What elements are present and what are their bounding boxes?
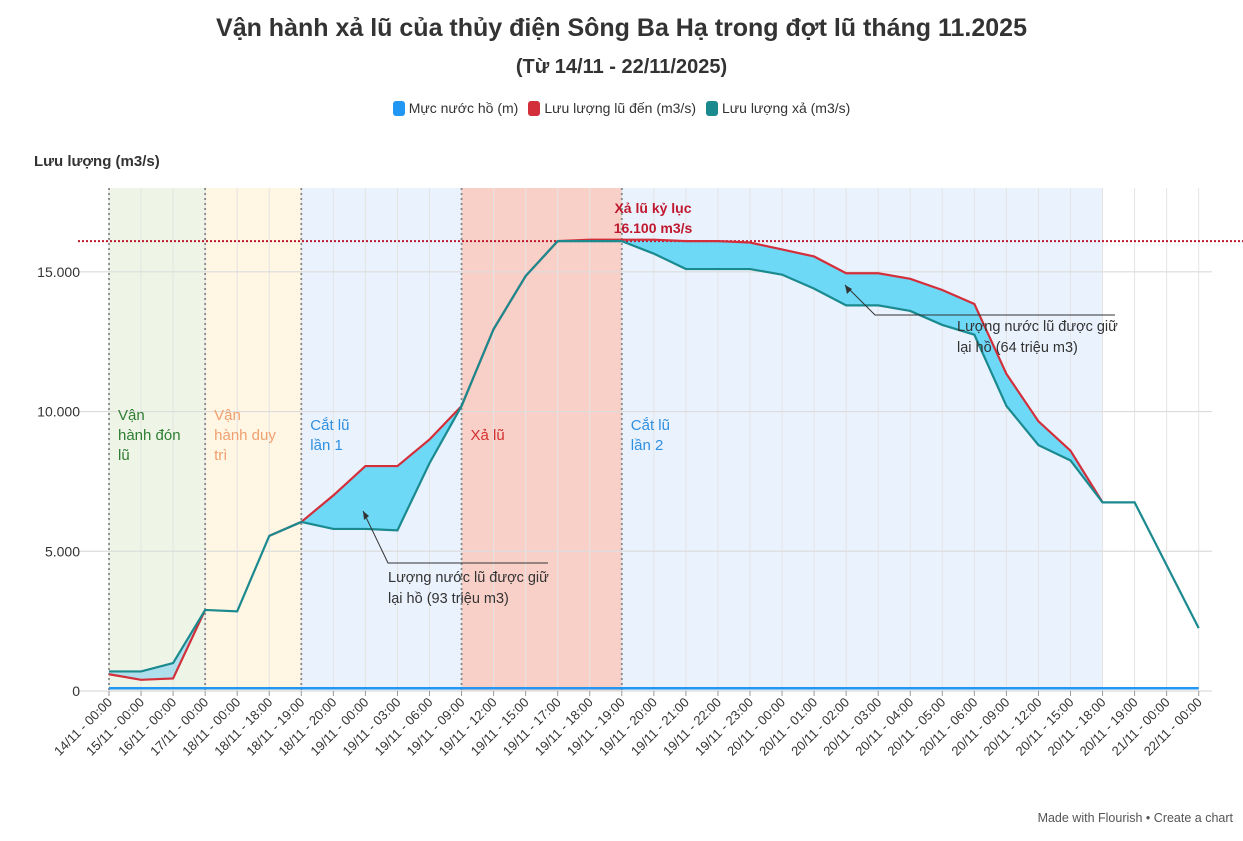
y-tick-label: 5.000 — [45, 543, 80, 559]
band-label-4: Xả lũ — [471, 427, 505, 444]
annotation-1-arrowhead — [363, 511, 369, 520]
band-label-5: Cắt lũ lần 2 — [631, 417, 670, 454]
retained-area-0 — [109, 609, 206, 680]
annotation-1-line1: Lượng nước lũ được giữ — [388, 570, 549, 586]
annotation-1-line2: lại hồ (93 triệu m3) — [388, 591, 509, 607]
y-tick-label: 15.000 — [37, 264, 80, 280]
legend-label-discharge: Lưu lượng xả (m3/s) — [721, 100, 851, 116]
annotation-2-line2: lại hồ (64 triệu m3) — [957, 340, 1078, 356]
band-label-3: Cắt lũ lần 1 — [310, 417, 349, 454]
legend-swatch-water-level — [392, 100, 405, 116]
y-tick-label: 10.000 — [37, 404, 80, 420]
record-label-line1: Xả lũ kỷ lục — [614, 200, 691, 216]
record-label-line2: 16.100 m3/s — [614, 220, 693, 236]
chart-subtitle: (Từ 14/11 - 22/11/2025) — [515, 56, 728, 78]
legend-swatch-inflow — [528, 100, 541, 116]
band-label-2: Vận hành duy trì — [214, 407, 276, 464]
retained-area-2 — [621, 239, 1103, 503]
annotation-1-connector — [362, 510, 548, 564]
series-line-inflow — [108, 238, 1104, 681]
retained-area-1 — [301, 405, 462, 531]
annotation-2-line1: Lượng nước lũ được giữ — [957, 319, 1118, 335]
legend-item-inflow[interactable]: Lưu lượng lũ đến (m3/s) — [528, 100, 696, 116]
legend-item-water-level[interactable]: Mực nước hồ (m) — [392, 100, 519, 116]
legend-label-inflow: Lưu lượng lũ đến (m3/s) — [544, 100, 696, 116]
series-line-discharge — [109, 239, 1200, 673]
band-label-1: Vận hành đón lũ — [118, 407, 181, 464]
y-axis-title: Lưu lượng (m3/s) — [34, 153, 160, 170]
annotation-2-arrowhead — [845, 285, 852, 294]
y-tick-label: 0 — [72, 683, 80, 699]
chart-legend: Mực nước hồ (m) Lưu lượng lũ đến (m3/s) … — [0, 100, 1243, 116]
annotation-2-connector — [844, 284, 1115, 316]
flourish-credit[interactable]: Made with Flourish • Create a chart — [1037, 811, 1233, 825]
legend-item-discharge[interactable]: Lưu lượng xả (m3/s) — [705, 100, 851, 116]
chart-title: Vận hành xả lũ của thủy điện Sông Ba Hạ … — [216, 14, 1027, 42]
legend-swatch-discharge — [705, 100, 718, 116]
legend-label-water-level: Mực nước hồ (m) — [408, 100, 519, 116]
